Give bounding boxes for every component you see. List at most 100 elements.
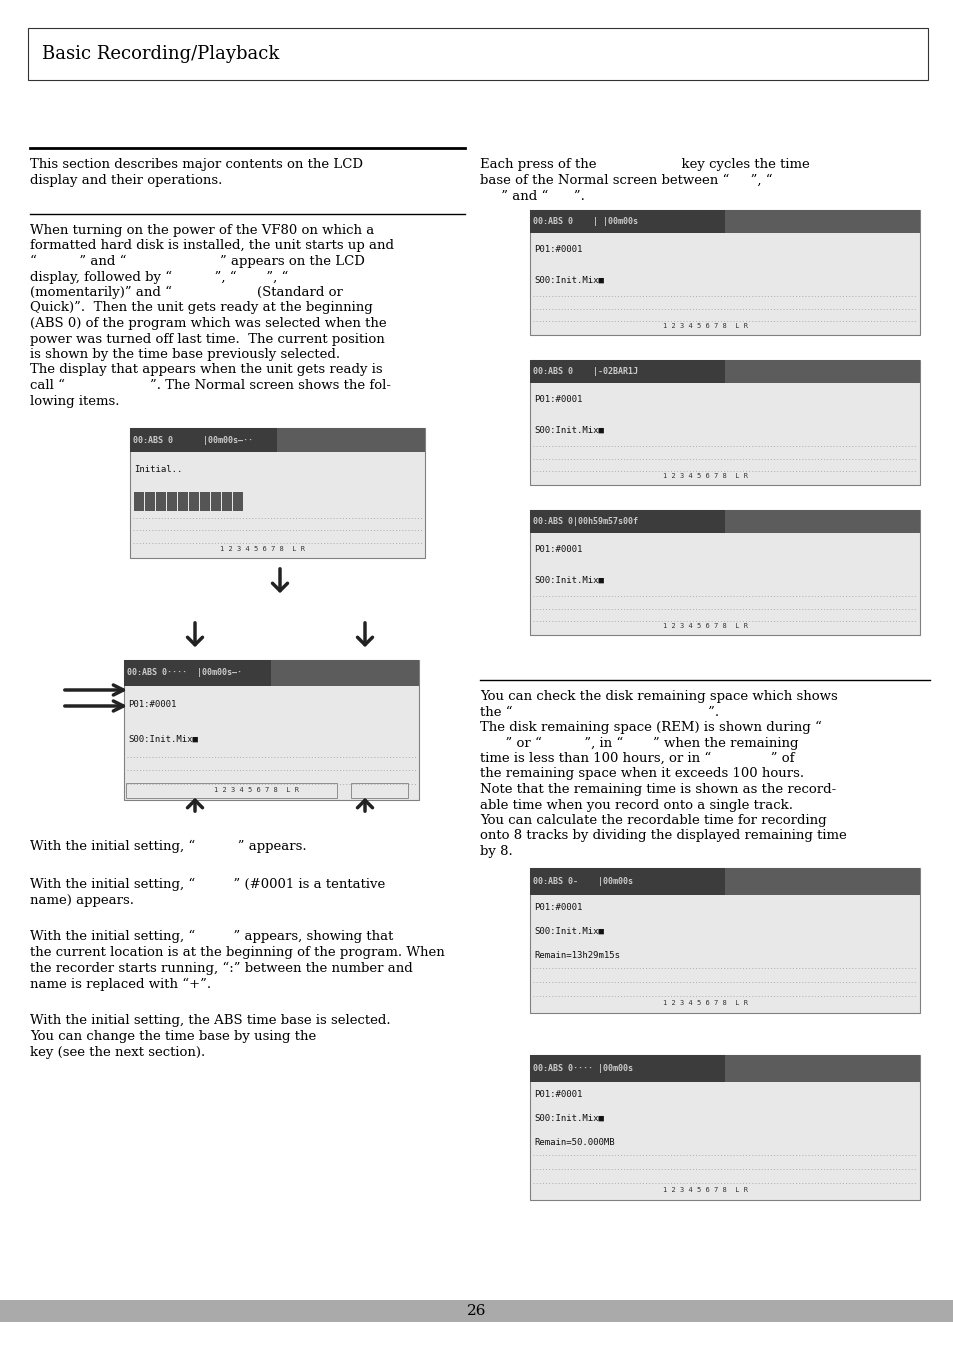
Text: onto 8 tracks by dividing the displayed remaining time: onto 8 tracks by dividing the displayed … bbox=[479, 830, 846, 843]
Text: 1 2 3 4 5 6 7 8  L R: 1 2 3 4 5 6 7 8 L R bbox=[662, 1000, 747, 1006]
Text: (ABS 0) of the program which was selected when the: (ABS 0) of the program which was selecte… bbox=[30, 317, 386, 330]
Text: the “                                              ”.: the “ ”. bbox=[479, 705, 719, 719]
Text: “          ” and “                      ” appears on the LCD: “ ” and “ ” appears on the LCD bbox=[30, 255, 364, 269]
Text: able time when you record onto a single track.: able time when you record onto a single … bbox=[479, 798, 792, 812]
Text: You can check the disk remaining space which shows: You can check the disk remaining space w… bbox=[479, 690, 837, 703]
Text: display and their operations.: display and their operations. bbox=[30, 174, 222, 186]
Text: With the initial setting, the ABS time base is selected.: With the initial setting, the ABS time b… bbox=[30, 1015, 390, 1027]
Text: time is less than 100 hours, or in “              ” of: time is less than 100 hours, or in “ ” o… bbox=[479, 753, 794, 765]
Text: 00:ABS 0-    |00m00s: 00:ABS 0- |00m00s bbox=[533, 877, 633, 886]
Text: 1 2 3 4 5 6 7 8  L R: 1 2 3 4 5 6 7 8 L R bbox=[662, 323, 747, 330]
Text: S00:Init.Mix■: S00:Init.Mix■ bbox=[128, 735, 197, 743]
Bar bbox=[222, 492, 232, 511]
Text: Basic Recording/Playback: Basic Recording/Playback bbox=[42, 45, 279, 63]
Text: Remain=50.000MB: Remain=50.000MB bbox=[534, 1138, 614, 1147]
Text: With the initial setting, “          ” appears.: With the initial setting, “ ” appears. bbox=[30, 840, 306, 854]
Bar bbox=[530, 359, 919, 485]
Text: 00:ABS 0···· |00m00s: 00:ABS 0···· |00m00s bbox=[533, 1065, 633, 1073]
Text: With the initial setting, “         ” appears, showing that: With the initial setting, “ ” appears, s… bbox=[30, 929, 393, 943]
Bar bbox=[530, 209, 724, 234]
Text: S00:Init.Mix■: S00:Init.Mix■ bbox=[534, 426, 603, 435]
Text: Each press of the                    key cycles the time: Each press of the key cycles the time bbox=[479, 158, 809, 172]
Text: The display that appears when the unit gets ready is: The display that appears when the unit g… bbox=[30, 363, 382, 377]
Text: P01:#0001: P01:#0001 bbox=[128, 700, 176, 709]
Text: 00:ABS 0····  |00m00s—·: 00:ABS 0···· |00m00s—· bbox=[127, 669, 242, 677]
Bar bbox=[530, 1055, 919, 1200]
Text: the remaining space when it exceeds 100 hours.: the remaining space when it exceeds 100 … bbox=[479, 767, 803, 781]
Bar bbox=[272, 661, 418, 686]
Text: This section describes major contents on the LCD: This section describes major contents on… bbox=[30, 158, 363, 172]
Text: P01:#0001: P01:#0001 bbox=[534, 246, 581, 254]
Bar bbox=[124, 661, 418, 800]
Bar bbox=[530, 1055, 724, 1082]
Text: 1 2 3 4 5 6 7 8  L R: 1 2 3 4 5 6 7 8 L R bbox=[662, 1188, 747, 1193]
Text: key (see the next section).: key (see the next section). bbox=[30, 1046, 205, 1059]
Text: P01:#0001: P01:#0001 bbox=[534, 904, 581, 912]
Bar bbox=[530, 359, 724, 384]
Text: name is replaced with “+”.: name is replaced with “+”. bbox=[30, 978, 211, 992]
Text: power was turned off last time.  The current position: power was turned off last time. The curr… bbox=[30, 332, 384, 346]
Text: call “                    ”. The Normal screen shows the fol-: call “ ”. The Normal screen shows the fo… bbox=[30, 380, 391, 392]
Text: P01:#0001: P01:#0001 bbox=[534, 396, 581, 404]
Bar bbox=[277, 428, 424, 453]
Text: With the initial setting, “         ” (#0001 is a tentative: With the initial setting, “ ” (#0001 is … bbox=[30, 878, 385, 892]
Bar bbox=[724, 1055, 919, 1082]
Text: 1 2 3 4 5 6 7 8  L R: 1 2 3 4 5 6 7 8 L R bbox=[662, 473, 747, 480]
Bar bbox=[351, 782, 408, 798]
Text: 00:ABS 0      |00m00s—··: 00:ABS 0 |00m00s—·· bbox=[132, 435, 253, 444]
Bar bbox=[178, 492, 188, 511]
Text: the current location is at the beginning of the program. When: the current location is at the beginning… bbox=[30, 946, 444, 959]
Bar bbox=[530, 867, 919, 1013]
Text: display, followed by “          ”, “       ”, “: display, followed by “ ”, “ ”, “ bbox=[30, 270, 288, 284]
Text: is shown by the time base previously selected.: is shown by the time base previously sel… bbox=[30, 349, 340, 361]
Text: Initial..: Initial.. bbox=[133, 465, 182, 474]
Bar bbox=[724, 867, 919, 894]
Text: Note that the remaining time is shown as the record-: Note that the remaining time is shown as… bbox=[479, 784, 836, 796]
Bar bbox=[200, 492, 210, 511]
Bar bbox=[28, 28, 927, 80]
Text: name) appears.: name) appears. bbox=[30, 894, 133, 907]
Text: S00:Init.Mix■: S00:Init.Mix■ bbox=[534, 276, 603, 285]
Text: You can calculate the recordable time for recording: You can calculate the recordable time fo… bbox=[479, 815, 825, 827]
Text: When turning on the power of the VF80 on which a: When turning on the power of the VF80 on… bbox=[30, 224, 374, 236]
Bar bbox=[167, 492, 177, 511]
Bar bbox=[724, 359, 919, 384]
Text: ” and “      ”.: ” and “ ”. bbox=[479, 190, 584, 203]
Bar bbox=[530, 509, 919, 635]
Text: base of the Normal screen between “     ”, “: base of the Normal screen between “ ”, “ bbox=[479, 174, 772, 186]
Bar bbox=[530, 867, 724, 894]
Text: Quick)”.  Then the unit gets ready at the beginning: Quick)”. Then the unit gets ready at the… bbox=[30, 301, 373, 315]
Bar bbox=[530, 209, 919, 335]
Bar bbox=[0, 1300, 953, 1323]
Bar bbox=[145, 492, 154, 511]
Text: ” or “          ”, in “       ” when the remaining: ” or “ ”, in “ ” when the remaining bbox=[479, 736, 798, 750]
Text: S00:Init.Mix■: S00:Init.Mix■ bbox=[534, 927, 603, 936]
Bar bbox=[530, 509, 724, 534]
Text: 1 2 3 4 5 6 7 8  L R: 1 2 3 4 5 6 7 8 L R bbox=[214, 788, 299, 793]
Text: 26: 26 bbox=[467, 1304, 486, 1319]
Text: the recorder starts running, “:” between the number and: the recorder starts running, “:” between… bbox=[30, 962, 413, 975]
Text: P01:#0001: P01:#0001 bbox=[534, 1090, 581, 1100]
Text: S00:Init.Mix■: S00:Init.Mix■ bbox=[534, 576, 603, 585]
Text: lowing items.: lowing items. bbox=[30, 394, 119, 408]
Text: 1 2 3 4 5 6 7 8  L R: 1 2 3 4 5 6 7 8 L R bbox=[220, 546, 305, 553]
Text: The disk remaining space (REM) is shown during “: The disk remaining space (REM) is shown … bbox=[479, 721, 821, 734]
Text: 00:ABS 0|00h59m57s00f: 00:ABS 0|00h59m57s00f bbox=[533, 517, 638, 526]
Bar bbox=[211, 492, 221, 511]
Text: 00:ABS 0    | |00m00s: 00:ABS 0 | |00m00s bbox=[533, 218, 638, 226]
Text: formatted hard disk is installed, the unit starts up and: formatted hard disk is installed, the un… bbox=[30, 239, 394, 253]
Bar bbox=[126, 782, 337, 798]
Text: by 8.: by 8. bbox=[479, 844, 512, 858]
Bar bbox=[724, 509, 919, 534]
Bar bbox=[130, 428, 277, 453]
Bar bbox=[724, 209, 919, 234]
Bar bbox=[189, 492, 199, 511]
Text: You can change the time base by using the: You can change the time base by using th… bbox=[30, 1029, 315, 1043]
Bar bbox=[133, 492, 144, 511]
Text: S00:Init.Mix■: S00:Init.Mix■ bbox=[534, 1115, 603, 1123]
Text: 00:ABS 0    |-02BAR1J: 00:ABS 0 |-02BAR1J bbox=[533, 367, 638, 376]
Bar bbox=[156, 492, 166, 511]
Text: Remain=13h29m15s: Remain=13h29m15s bbox=[534, 951, 619, 959]
Text: (momentarily)” and “                    (Standard or: (momentarily)” and “ (Standard or bbox=[30, 286, 342, 299]
Bar bbox=[124, 661, 272, 686]
